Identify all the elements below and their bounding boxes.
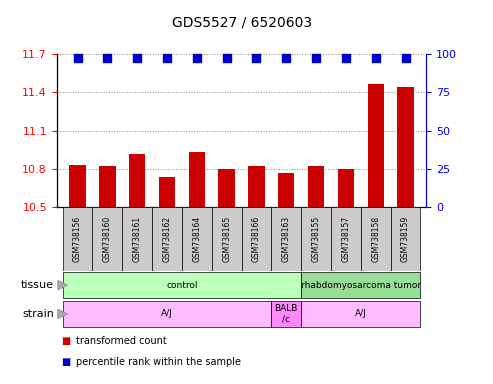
FancyBboxPatch shape xyxy=(301,301,421,327)
Text: A/J: A/J xyxy=(355,310,367,318)
Point xyxy=(252,55,260,61)
Bar xyxy=(308,166,324,207)
Text: rhabdomyosarcoma tumor: rhabdomyosarcoma tumor xyxy=(301,281,421,290)
Text: GSM738160: GSM738160 xyxy=(103,216,112,262)
FancyBboxPatch shape xyxy=(182,207,212,271)
Point xyxy=(73,55,81,61)
FancyBboxPatch shape xyxy=(63,207,93,271)
Bar xyxy=(99,166,115,207)
Text: GSM738155: GSM738155 xyxy=(312,216,320,262)
Point xyxy=(223,55,231,61)
Polygon shape xyxy=(58,280,68,290)
Point xyxy=(282,55,290,61)
Text: GSM738166: GSM738166 xyxy=(252,216,261,262)
FancyBboxPatch shape xyxy=(93,207,122,271)
Point xyxy=(133,55,141,61)
Text: GSM738157: GSM738157 xyxy=(342,216,351,262)
Bar xyxy=(189,152,205,207)
Bar xyxy=(218,169,235,207)
Text: ■: ■ xyxy=(62,336,71,346)
Text: GSM738156: GSM738156 xyxy=(73,216,82,262)
Text: A/J: A/J xyxy=(161,310,173,318)
FancyBboxPatch shape xyxy=(390,207,421,271)
FancyBboxPatch shape xyxy=(271,207,301,271)
FancyBboxPatch shape xyxy=(361,207,390,271)
Text: strain: strain xyxy=(22,309,54,319)
Text: tissue: tissue xyxy=(21,280,54,290)
Point xyxy=(163,55,171,61)
Text: GSM738164: GSM738164 xyxy=(192,216,201,262)
Bar xyxy=(159,177,175,207)
Bar xyxy=(278,173,294,207)
FancyBboxPatch shape xyxy=(63,272,301,298)
Point xyxy=(193,55,201,61)
Polygon shape xyxy=(58,309,68,319)
Point xyxy=(402,55,410,61)
FancyBboxPatch shape xyxy=(63,301,271,327)
Bar xyxy=(129,154,145,207)
Point xyxy=(312,55,320,61)
Bar xyxy=(368,84,384,207)
Text: GSM738163: GSM738163 xyxy=(282,216,291,262)
FancyBboxPatch shape xyxy=(152,207,182,271)
Text: GSM738161: GSM738161 xyxy=(133,216,141,262)
Text: GDS5527 / 6520603: GDS5527 / 6520603 xyxy=(172,15,312,29)
Text: control: control xyxy=(166,281,198,290)
Text: GSM738158: GSM738158 xyxy=(371,216,380,262)
Text: GSM738162: GSM738162 xyxy=(163,216,172,262)
FancyBboxPatch shape xyxy=(122,207,152,271)
Text: ■: ■ xyxy=(62,357,71,367)
FancyBboxPatch shape xyxy=(212,207,242,271)
Point xyxy=(104,55,111,61)
Bar xyxy=(248,166,265,207)
Text: BALB
/c: BALB /c xyxy=(275,304,298,324)
Point xyxy=(372,55,380,61)
Text: percentile rank within the sample: percentile rank within the sample xyxy=(76,357,242,367)
FancyBboxPatch shape xyxy=(271,301,301,327)
Bar xyxy=(338,169,354,207)
Text: GSM738165: GSM738165 xyxy=(222,216,231,262)
FancyBboxPatch shape xyxy=(301,207,331,271)
Text: transformed count: transformed count xyxy=(76,336,167,346)
Bar xyxy=(70,165,86,207)
FancyBboxPatch shape xyxy=(331,207,361,271)
FancyBboxPatch shape xyxy=(242,207,271,271)
Text: GSM738159: GSM738159 xyxy=(401,216,410,262)
Point xyxy=(342,55,350,61)
Bar xyxy=(397,87,414,207)
FancyBboxPatch shape xyxy=(301,272,421,298)
